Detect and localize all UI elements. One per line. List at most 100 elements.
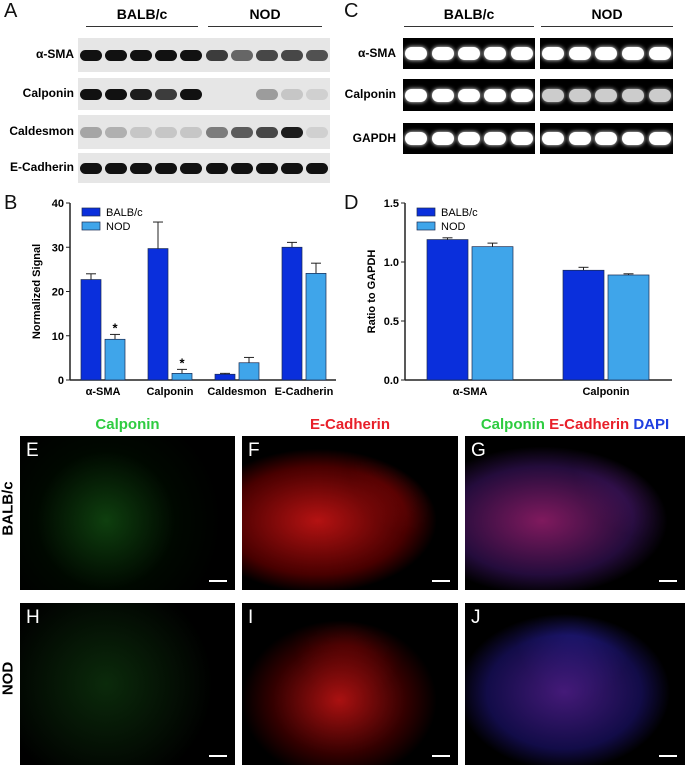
y-tick-label: 20 — [52, 287, 64, 299]
gel-band — [510, 47, 533, 60]
x-tick-label: Calponin — [582, 386, 629, 398]
panel-label-i: I — [248, 607, 254, 628]
gel-band — [542, 88, 565, 102]
panel-label-f: F — [248, 440, 260, 461]
gel-band — [510, 132, 533, 145]
x-tick-label: Caldesmon — [207, 386, 267, 398]
panel-label-d: D — [344, 192, 359, 214]
gel-band — [510, 88, 533, 102]
gel-band — [457, 47, 480, 60]
y-tick-label: 30 — [52, 242, 64, 254]
western-blot-strip — [78, 153, 330, 183]
legend-label: NOD — [441, 221, 466, 233]
legend-swatch — [81, 207, 101, 217]
significance-marker: * — [112, 320, 118, 335]
bar-BALB/c-Calponin — [562, 269, 605, 381]
blot-band — [79, 162, 102, 174]
gel-band — [484, 88, 507, 102]
significance-marker: * — [179, 355, 185, 370]
legend-label: BALB/c — [441, 207, 478, 219]
micrograph-j: J — [465, 603, 685, 765]
x-tick-label: E-Cadherin — [275, 386, 334, 398]
blot-band — [281, 49, 304, 61]
blot-row-label: Calponin — [22, 86, 74, 100]
header-nod-pcr: NOD — [541, 6, 673, 27]
y-tick-label: 0.5 — [384, 316, 399, 328]
western-blot-strip — [78, 115, 330, 149]
pcr-gel-strip — [540, 79, 673, 111]
blot-band — [129, 49, 152, 61]
blot-band — [180, 49, 203, 61]
pcr-gel-strip — [540, 38, 673, 69]
pcr-gel-strip — [403, 79, 535, 111]
y-tick-label: 40 — [52, 198, 64, 210]
panel-label-g: G — [471, 440, 486, 461]
gel-band — [405, 132, 428, 145]
gel-band — [484, 47, 507, 60]
blot-band — [230, 49, 253, 61]
bar-BALB/c-α-SMA — [80, 279, 102, 381]
bar-NOD-α-SMA — [471, 246, 514, 381]
legend-swatch — [81, 221, 101, 231]
blot-band — [306, 88, 329, 100]
y-tick-label: 10 — [52, 331, 64, 343]
blot-band — [230, 126, 253, 138]
blot-band — [104, 162, 127, 174]
gel-band — [622, 88, 645, 102]
gel-band — [431, 132, 454, 145]
panel-label-j: J — [471, 607, 481, 628]
gel-row-label: GAPDH — [352, 130, 396, 145]
bar-NOD-Calponin — [171, 373, 193, 381]
y-tick-label: 0 — [58, 375, 64, 387]
blot-band — [129, 162, 152, 174]
bar-NOD-α-SMA — [104, 338, 126, 381]
bar-NOD-Caldesmon — [238, 362, 260, 381]
gel-band — [405, 47, 428, 60]
title-merge: Calponin E-Cadherin DAPI — [465, 416, 685, 433]
bar-BALB/c-Calponin — [147, 248, 169, 381]
western-blot-strip — [78, 38, 330, 72]
y-axis-label: Ratio to GAPDH — [366, 250, 378, 334]
gel-band — [648, 88, 671, 102]
gel-row-label: α-SMA — [357, 45, 396, 60]
blot-band — [79, 126, 102, 138]
gel-band — [457, 88, 480, 102]
gel-band — [431, 88, 454, 102]
gel-band — [542, 132, 565, 145]
gel-band — [595, 132, 618, 145]
blot-band — [255, 49, 278, 61]
blot-band — [155, 49, 178, 61]
gel-band — [542, 47, 565, 60]
chart-b: 0 10 20 30 40 Normalized Signal * α-SMA * Calponi… — [31, 198, 336, 398]
panel-label-e: E — [26, 440, 39, 461]
chart-d: 0.0 0.5 1.0 1.5 Ratio to GAPDH α-SMA Calponin B… — [366, 198, 672, 398]
scale-bar — [659, 580, 677, 582]
panel-label-h: H — [26, 607, 40, 628]
pcr-gel-strip — [403, 123, 535, 154]
gel-band — [648, 47, 671, 60]
micrograph-i: I — [242, 603, 458, 765]
blot-row-label: Caldesmon — [9, 124, 74, 138]
blot-band — [306, 126, 329, 138]
blot-band — [306, 49, 329, 61]
scale-bar — [432, 580, 450, 582]
header-balbc: BALB/c — [86, 6, 198, 27]
scale-bar — [209, 580, 227, 582]
gel-band — [595, 88, 618, 102]
row-label-nod: NOD — [0, 661, 17, 696]
bar-NOD-E-Cadherin — [305, 273, 327, 381]
blot-band — [281, 126, 304, 138]
y-tick-label: 1.5 — [384, 198, 399, 210]
blot-band — [180, 126, 203, 138]
y-tick-label: 0.0 — [384, 375, 399, 387]
title-merge-ecadherin: E-Cadherin — [549, 416, 630, 433]
blot-band — [79, 88, 102, 100]
title-merge-calponin: Calponin — [480, 416, 545, 433]
x-tick-label: Calponin — [146, 386, 193, 398]
blot-band — [155, 88, 178, 100]
gel-band — [568, 47, 591, 60]
pcr-gel-strip — [540, 123, 673, 154]
blot-band — [205, 162, 228, 174]
gel-band — [457, 132, 480, 145]
